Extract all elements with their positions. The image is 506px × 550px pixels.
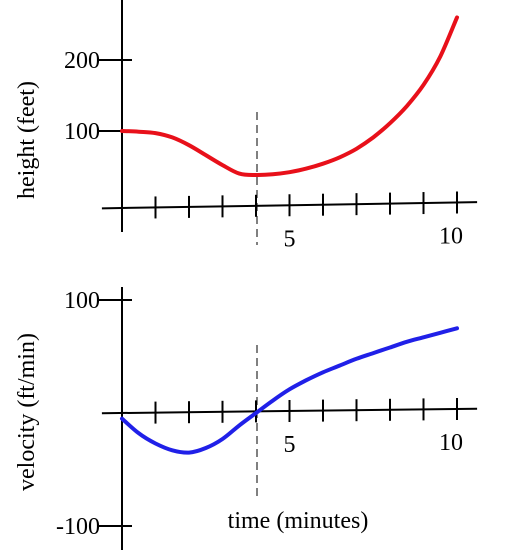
y-axis-title-height: height (feet)	[14, 81, 40, 199]
y-tick-label-velocity-100: 100	[64, 288, 100, 314]
y-axis-title-velocity: velocity (ft/min)	[14, 333, 40, 491]
x-tick-label-velocity-10: 10	[439, 430, 463, 456]
x-tick-label-height-5: 5	[284, 226, 296, 252]
x-tick-label-height-10: 10	[439, 224, 463, 250]
y-tick-label-height-200: 200	[64, 48, 100, 74]
x-tick-label-velocity-5: 5	[284, 432, 296, 458]
series-line-velocity	[120, 326, 459, 455]
x-axis-title-velocity: time (minutes)	[228, 508, 369, 534]
y-tick-label-height-100: 100	[64, 119, 100, 145]
y-tick-label-velocity--100: -100	[56, 514, 100, 540]
series-line-height	[120, 15, 459, 178]
